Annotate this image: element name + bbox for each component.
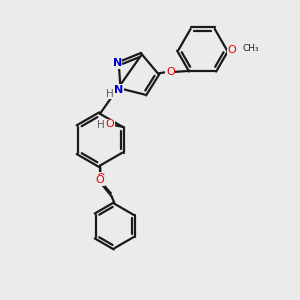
Text: H: H [106, 89, 114, 99]
Text: O: O [106, 119, 114, 129]
Text: O: O [166, 67, 175, 77]
Text: O: O [96, 175, 104, 185]
Text: O: O [96, 173, 105, 183]
Text: CH₃: CH₃ [242, 44, 259, 53]
Text: O: O [228, 45, 236, 55]
Text: H: H [97, 120, 105, 130]
Text: N: N [114, 85, 124, 95]
Text: N: N [113, 58, 122, 68]
